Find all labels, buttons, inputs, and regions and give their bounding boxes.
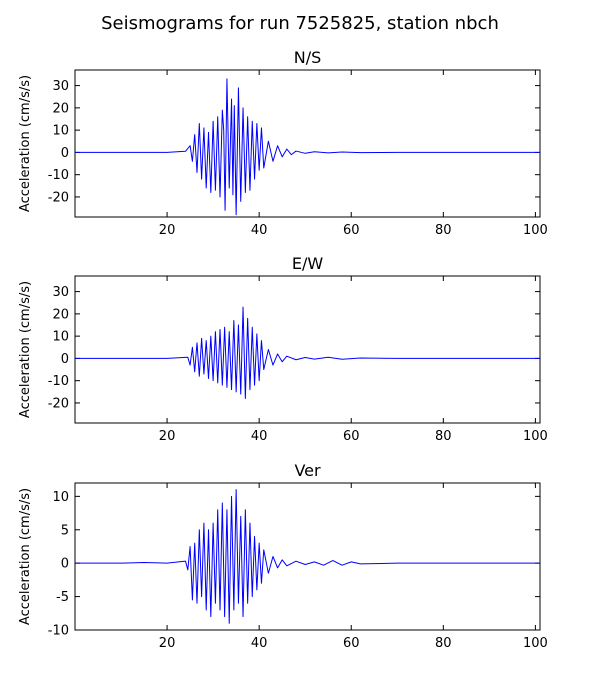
y-tick-label-10-ver: 10	[52, 490, 69, 505]
x-tick-label-20-ver: 20	[159, 636, 176, 651]
x-tick-label-60-n-s: 60	[343, 223, 360, 238]
y-tick-label-0-n-s: 0	[61, 146, 69, 161]
y-tick-label--5-ver: -5	[56, 590, 69, 605]
panel-title-ver: Ver	[294, 461, 321, 480]
y-tick-label-10-e-w: 10	[52, 330, 69, 345]
plot-area-e-w	[74, 275, 541, 424]
y-tick-label-30-n-s: 30	[52, 79, 69, 94]
y-tick-label--10-e-w: -10	[48, 374, 69, 389]
plot-area-ver	[74, 482, 541, 631]
seismogram-trace-e-w	[75, 306, 540, 399]
x-tick-label-60-ver: 60	[343, 636, 360, 651]
panel-title-e-w: E/W	[292, 254, 324, 273]
x-tick-label-40-ver: 40	[251, 636, 268, 651]
x-tick-label-100-e-w: 100	[523, 429, 548, 444]
y-tick-label-30-e-w: 30	[52, 285, 69, 300]
panel-title-n-s: N/S	[294, 48, 322, 67]
y-tick-label-20-e-w: 20	[52, 307, 69, 322]
y-tick-label--20-e-w: -20	[48, 396, 69, 411]
x-tick-label-40-n-s: 40	[251, 223, 268, 238]
x-tick-label-20-n-s: 20	[159, 223, 176, 238]
x-tick-label-80-ver: 80	[435, 636, 452, 651]
x-tick-label-60-e-w: 60	[343, 429, 360, 444]
y-tick-label-5-ver: 5	[61, 523, 69, 538]
y-tick-label--10-ver: -10	[48, 624, 69, 639]
figure-title: Seismograms for run 7525825, station nbc…	[101, 13, 499, 34]
plot-area-n-s	[74, 69, 541, 218]
y-axis-label-ver: Acceleration (cm/s/s)	[18, 488, 33, 625]
x-tick-label-100-ver: 100	[523, 636, 548, 651]
y-tick-label--20-n-s: -20	[48, 190, 69, 205]
x-tick-label-100-n-s: 100	[523, 223, 548, 238]
y-tick-label-20-n-s: 20	[52, 101, 69, 116]
y-axis-label-e-w: Acceleration (cm/s/s)	[18, 281, 33, 418]
x-tick-label-40-e-w: 40	[251, 429, 268, 444]
x-tick-label-80-n-s: 80	[435, 223, 452, 238]
y-tick-label-0-ver: 0	[61, 557, 69, 572]
y-axis-label-n-s: Acceleration (cm/s/s)	[18, 75, 33, 212]
seismogram-trace-n-s	[75, 78, 540, 216]
x-tick-label-20-e-w: 20	[159, 429, 176, 444]
seismogram-trace-ver	[75, 489, 540, 624]
x-tick-label-80-e-w: 80	[435, 429, 452, 444]
y-tick-label-0-e-w: 0	[61, 352, 69, 367]
y-tick-label-10-n-s: 10	[52, 124, 69, 139]
y-tick-label--10-n-s: -10	[48, 168, 69, 183]
